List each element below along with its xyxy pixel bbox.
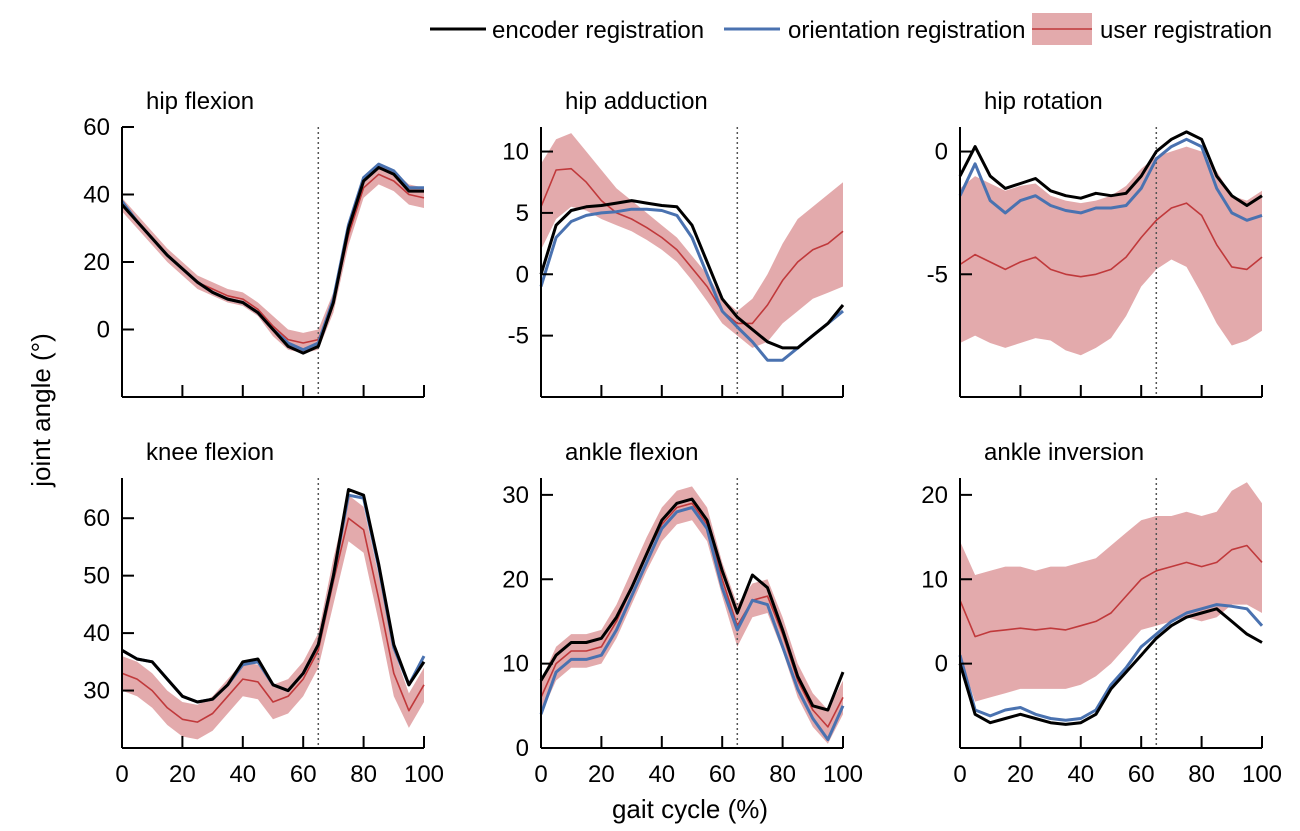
ankle-inversion-x-tick-label: 20 [1007,761,1034,788]
ankle-inversion-x-tick-label: 80 [1188,761,1215,788]
ankle-flexion-line-encoder-registration [539,497,845,712]
ankle-inversion-y-tick-label: 0 [935,651,948,678]
ankle-flexion-x-tick-label: 20 [588,761,615,788]
hip-adduction-y-tick-label: 5 [516,200,529,227]
knee-flexion-x-tick-label: 100 [404,761,444,788]
ankle-flexion-x-tick-label: 100 [823,761,863,788]
knee-flexion-x-tick-label: 20 [169,761,196,788]
ankle-flexion-y-tick-label: 30 [502,482,529,509]
ankle-flexion-y-tick-label: 0 [516,735,529,762]
knee-flexion-y-tick-label: 60 [83,505,110,532]
ankle-inversion-title: ankle inversion [984,439,1144,466]
panel-ankle-inversion: ankle inversion 0 20 40 60 80 100 0 10 20 [921,439,1282,788]
hip-adduction-user-band [541,133,843,348]
ankle-inversion-y-tick-label: 20 [921,482,948,509]
hip-adduction-y-tick-label: 0 [516,261,529,288]
hip-rotation-y-tick-label: 0 [935,139,948,166]
knee-flexion-line-user-registration [121,517,425,723]
hip-flexion-user-band [122,164,424,354]
hip-rotation-line-encoder-registration [958,130,1263,207]
ankle-inversion-line-user-registration [959,544,1263,638]
hip-rotation-user-band [960,146,1262,356]
y-axis-label: joint angle (°) [26,333,56,487]
hip-flexion-y-tick-label: 20 [83,249,110,276]
legend-item-orientation: orientation registration [724,17,1025,44]
legend-item-encoder: encoder registration [430,17,704,44]
knee-flexion-y-tick-label: 30 [83,678,110,705]
legend-label-user: user registration [1100,17,1272,44]
hip-adduction-y-tick-label: -5 [508,323,529,350]
knee-flexion-x-tick-label: 60 [290,761,317,788]
hip-adduction-y-tick-label: 10 [502,139,529,166]
knee-flexion-user-band [122,495,424,740]
ankle-flexion-x-tick-label: 40 [648,761,675,788]
hip-adduction-line-user-registration [540,167,844,325]
knee-flexion-y-tick-label: 50 [83,563,110,590]
ankle-inversion-x-tick-label: 0 [953,761,966,788]
ankle-inversion-user-band [960,482,1262,702]
ankle-inversion-x-tick-label: 60 [1128,761,1155,788]
knee-flexion-x-tick-label: 80 [350,761,377,788]
panel-knee-flexion: knee flexion 0 20 40 60 80 100 30 40 50 60 [83,439,444,788]
ankle-flexion-y-tick-label: 20 [502,566,529,593]
hip-rotation-line-user-registration [959,202,1263,278]
knee-flexion-x-tick-label: 0 [115,761,128,788]
knee-flexion-x-tick-label: 40 [229,761,256,788]
x-axis-label: gait cycle (%) [612,794,768,824]
ankle-flexion-x-tick-label: 0 [534,761,547,788]
hip-rotation-y-tick-label: -5 [927,261,948,288]
legend-item-user: user registration [1032,13,1272,45]
ankle-flexion-y-tick-label: 10 [502,651,529,678]
hip-rotation-title: hip rotation [984,88,1103,115]
hip-adduction-line-orientation-registration [539,207,844,362]
ankle-flexion-user-band [541,486,843,744]
hip-adduction-title: hip adduction [565,88,708,115]
ankle-flexion-line-orientation-registration [539,506,845,742]
hip-flexion-y-tick-label: 60 [83,114,110,141]
hip-flexion-line-encoder-registration [120,166,424,355]
hip-rotation-line-orientation-registration [958,137,1263,222]
knee-flexion-line-encoder-registration [121,488,426,704]
ankle-inversion-y-tick-label: 10 [921,566,948,593]
ankle-flexion-title: ankle flexion [565,439,698,466]
panel-ankle-flexion: ankle flexion 0 20 40 60 80 100 0 10 20 30 [502,439,863,788]
legend-label-orientation: orientation registration [788,17,1025,44]
legend: encoder registration orientation registr… [430,13,1272,45]
hip-flexion-y-tick-label: 0 [97,317,110,344]
panel-hip-adduction: hip adduction -5 0 5 10 [502,88,845,398]
panel-hip-rotation: hip rotation -5 0 [927,88,1263,398]
ankle-inversion-x-tick-label: 100 [1242,761,1282,788]
ankle-flexion-x-tick-label: 80 [769,761,796,788]
panel-hip-flexion: hip flexion 0 20 40 60 [83,88,425,398]
knee-flexion-title: knee flexion [146,439,274,466]
hip-flexion-title: hip flexion [146,88,254,115]
legend-label-encoder: encoder registration [492,17,704,44]
ankle-inversion-line-encoder-registration [958,607,1263,726]
knee-flexion-y-tick-label: 40 [83,620,110,647]
ankle-inversion-line-orientation-registration [958,603,1264,722]
ankle-inversion-x-tick-label: 40 [1067,761,1094,788]
hip-flexion-y-tick-label: 40 [83,182,110,209]
hip-adduction-line-encoder-registration [539,199,845,350]
ankle-flexion-x-tick-label: 60 [709,761,736,788]
